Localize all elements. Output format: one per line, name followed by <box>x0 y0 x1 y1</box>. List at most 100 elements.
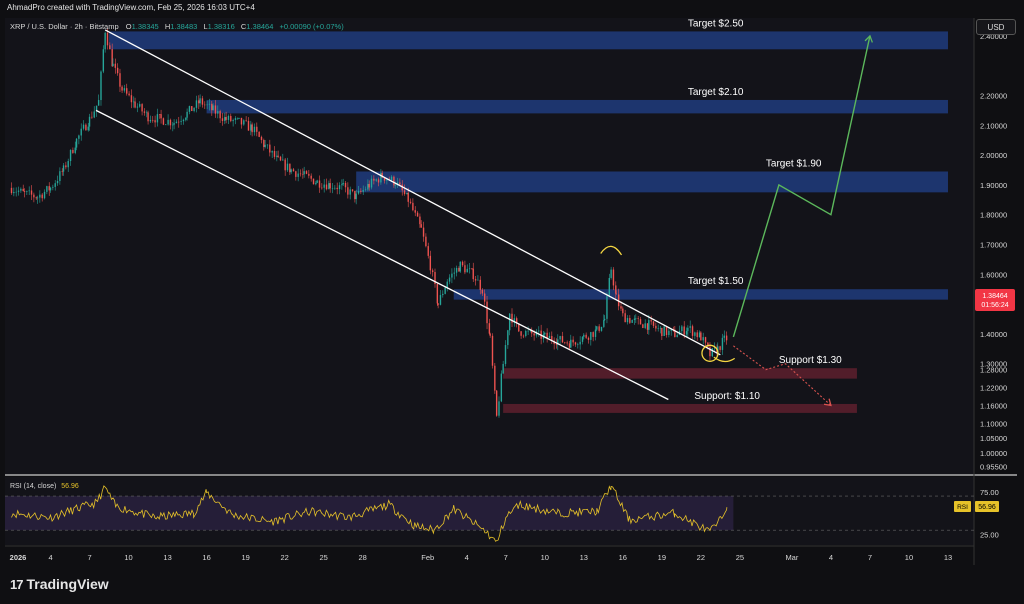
candle-body-197 <box>437 303 439 305</box>
candle-body-295 <box>648 320 650 330</box>
candle-body-91 <box>208 103 211 105</box>
candle-body-248 <box>548 335 551 339</box>
price-tick-14: 1.10000 <box>980 419 1007 428</box>
candle-body-148 <box>331 188 334 189</box>
projection-bearish-path <box>733 345 832 406</box>
zone-label-2: Target $1.90 <box>766 158 822 169</box>
candle-body-210 <box>466 268 468 273</box>
tradingview-logo: 17 TradingView <box>10 576 109 592</box>
candle-body-33 <box>82 124 85 129</box>
projection-bullish-arrowhead <box>864 34 873 43</box>
price-tick-9: 1.40000 <box>980 330 1007 339</box>
candle-body-133 <box>299 173 302 175</box>
candle-body-189 <box>420 224 422 228</box>
price-axis[interactable]: 2.40000 2.20000 2.10000 2.00000 1.90000 1.800… <box>980 32 1007 472</box>
price-tick-13: 1.16000 <box>980 401 1007 410</box>
price-tick-16: 1.00000 <box>980 449 1007 458</box>
candle-body-117 <box>264 144 266 147</box>
candle-body-154 <box>344 182 347 188</box>
candle-body-324 <box>711 348 714 357</box>
candle-body-145 <box>325 184 328 190</box>
candle-body-101 <box>230 115 232 122</box>
zone-rect-1 <box>206 99 948 114</box>
candle-body-168 <box>375 179 377 181</box>
candle-body-47 <box>112 63 114 67</box>
candle-body-39 <box>95 105 98 112</box>
candle-body-321 <box>704 337 707 343</box>
candle-body-223 <box>494 365 496 391</box>
candle-body-313 <box>687 327 689 332</box>
candle-body-217 <box>481 289 484 294</box>
zone-label-0: Target $2.50 <box>688 18 744 29</box>
candle-body-21 <box>56 181 59 184</box>
annotations-layer <box>600 245 736 363</box>
candle-body-232 <box>513 318 516 323</box>
candle-body-224 <box>495 390 498 416</box>
time-axis[interactable]: 2026 4 7 10 13 16 19 22 25 28 Feb 4 7 10 13 16 19 22 25 Mar… <box>10 553 952 562</box>
candle-body-291 <box>639 319 642 325</box>
candle-body-71 <box>165 124 167 126</box>
candle-body-283 <box>622 308 624 314</box>
candle-body-284 <box>624 313 626 323</box>
rsi-legend[interactable]: RSI (14, close) 56.96 <box>10 483 79 490</box>
candle-body-187 <box>416 212 419 217</box>
currency-button[interactable]: USD <box>976 19 1016 35</box>
candle-body-302 <box>663 326 665 337</box>
symbol-legend[interactable]: XRP / U.S. Dollar · 2h · Bitstamp O1.383… <box>10 22 344 31</box>
time-tick-18: 25 <box>736 553 744 562</box>
candle-body-247 <box>546 332 548 339</box>
candle-body-121 <box>273 151 276 157</box>
bar-countdown: 01:56:24 <box>981 302 1008 309</box>
tradingview-logo-icon: 17 <box>10 576 24 592</box>
candle-body-330 <box>723 335 725 338</box>
time-tick-15: 16 <box>619 553 627 562</box>
time-tick-9: 28 <box>359 553 367 562</box>
candle-body-131 <box>295 171 297 177</box>
candle-body-125 <box>282 159 284 161</box>
price-tick-1: 2.20000 <box>980 91 1007 100</box>
candle-body-202 <box>448 277 451 282</box>
candle-body-8 <box>28 190 30 192</box>
candle-body-123 <box>277 155 279 157</box>
attribution-text: AhmadPro created with TradingView.com, F… <box>7 3 255 12</box>
last-price-tag: 1.38464 01:56:24 <box>975 289 1015 311</box>
candle-body-233 <box>515 318 518 324</box>
candle-body-38 <box>93 111 95 118</box>
candle-body-169 <box>377 179 380 183</box>
time-tick-5: 16 <box>202 553 210 562</box>
candle-body-155 <box>347 187 349 195</box>
candle-body-107 <box>243 120 245 125</box>
rsi-indicator[interactable]: 75.00 25.00 <box>5 485 999 542</box>
candle-body-161 <box>360 190 362 192</box>
candle-body-194 <box>431 270 434 273</box>
candle-body-11 <box>35 197 37 199</box>
candle-body-78 <box>180 121 182 122</box>
candle-body-179 <box>399 182 401 185</box>
candle-body-88 <box>201 98 204 105</box>
zone-label-3: Target $1.50 <box>688 276 744 287</box>
candle-body-171 <box>381 172 383 178</box>
candle-body-6 <box>23 191 26 192</box>
candle-body-272 <box>600 326 603 331</box>
zones-layer: Target $2.50 Target $2.10 Target $1.90 Targ… <box>109 18 948 413</box>
zone-label-1: Target $2.10 <box>688 87 744 98</box>
candle-body-44 <box>106 32 109 46</box>
time-tick-7: 22 <box>280 553 288 562</box>
candle-body-13 <box>39 194 41 198</box>
candle-body-118 <box>266 144 269 146</box>
candle-body-14 <box>41 194 43 199</box>
candle-body-329 <box>721 337 724 350</box>
candle-body-205 <box>455 267 458 273</box>
candle-body-319 <box>700 332 702 341</box>
time-tick-6: 19 <box>241 553 249 562</box>
zone-rect-4 <box>503 368 857 379</box>
candle-body-12 <box>36 197 39 199</box>
candle-body-7 <box>26 191 28 192</box>
candle-body-140 <box>315 182 317 185</box>
tradingview-logo-text: TradingView <box>26 576 109 592</box>
candle-body-256 <box>566 342 568 344</box>
candle-body-184 <box>409 201 412 203</box>
candle-body-255 <box>564 342 566 343</box>
candle-body-41 <box>100 71 102 101</box>
